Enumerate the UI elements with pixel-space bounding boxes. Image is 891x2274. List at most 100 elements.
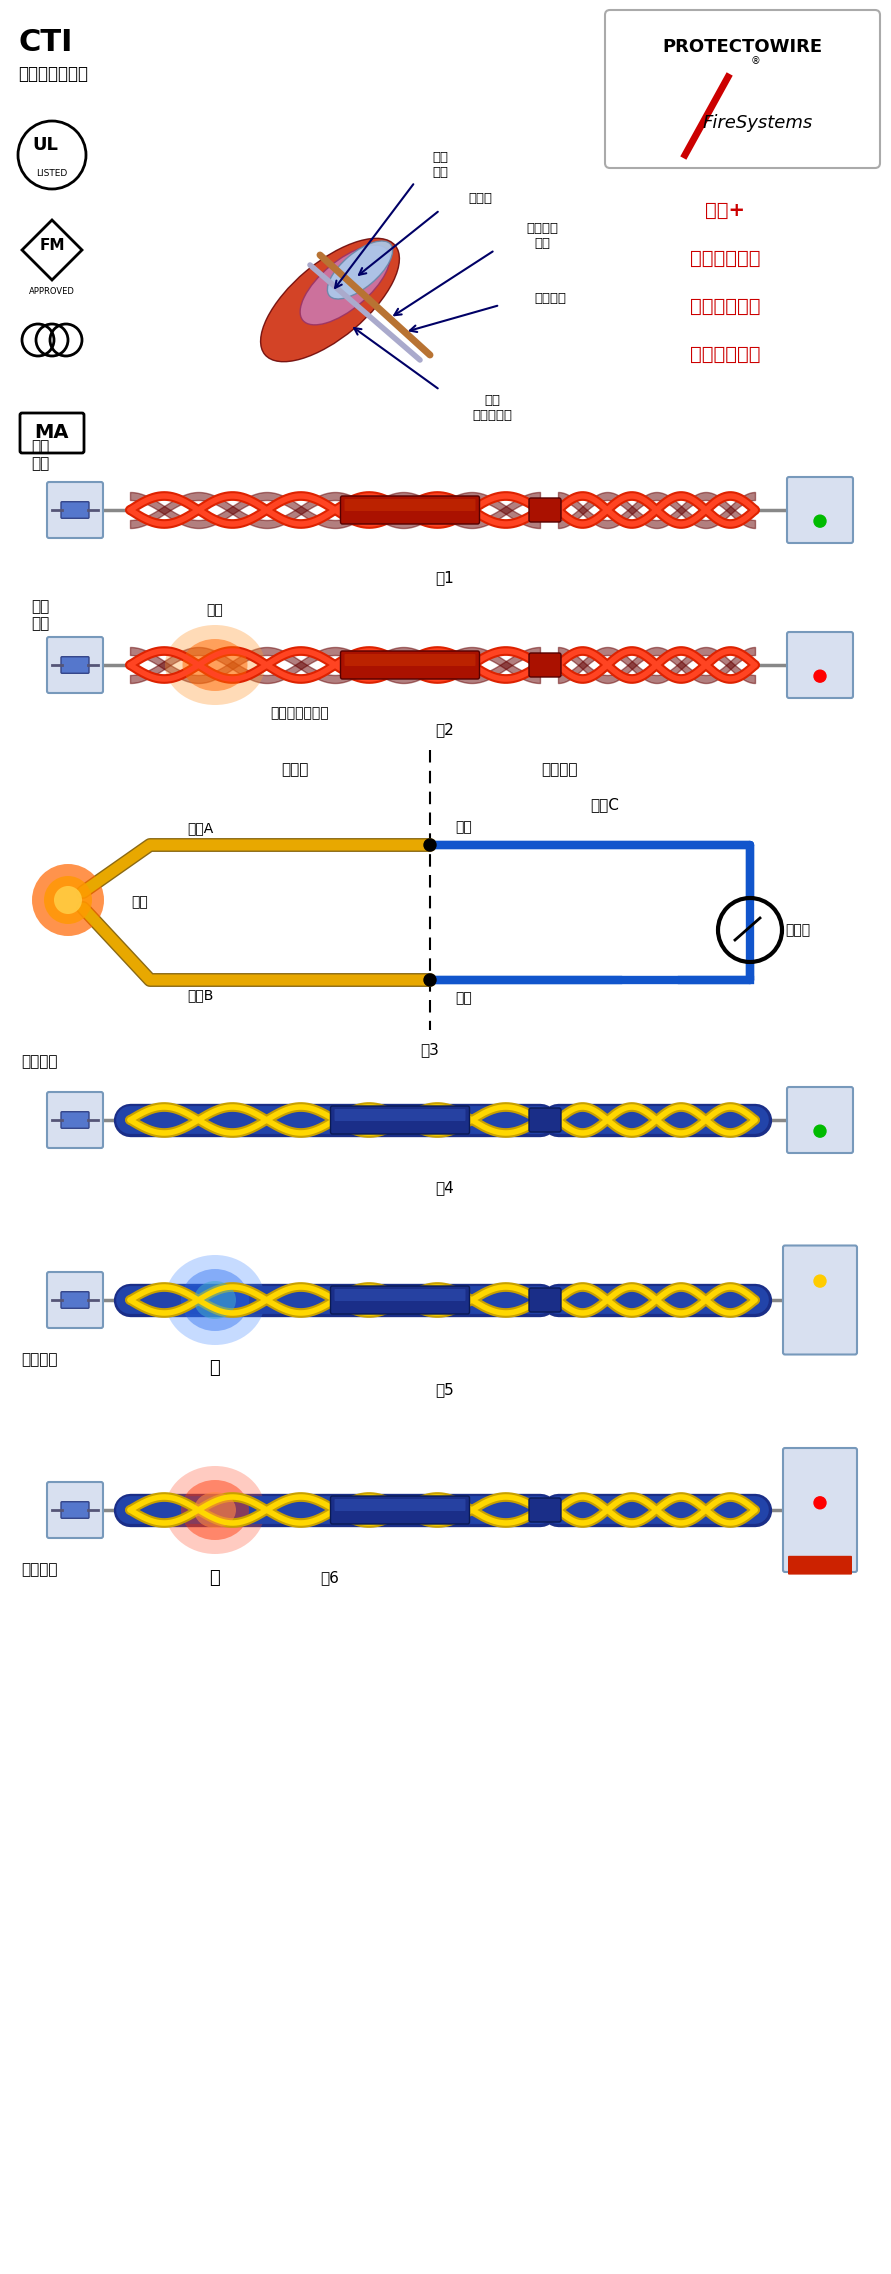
FancyBboxPatch shape bbox=[47, 1092, 103, 1148]
FancyBboxPatch shape bbox=[783, 1449, 857, 1571]
Text: 热: 热 bbox=[209, 1569, 220, 1587]
Text: 探测: 探测 bbox=[812, 1458, 829, 1471]
Text: 测量设备: 测量设备 bbox=[542, 762, 578, 778]
Ellipse shape bbox=[194, 1280, 236, 1319]
Ellipse shape bbox=[165, 1467, 265, 1553]
Text: CTI-280-EPC: CTI-280-EPC bbox=[364, 1505, 436, 1514]
Text: 铜镍合金
导线: 铜镍合金 导线 bbox=[526, 223, 558, 250]
Circle shape bbox=[814, 516, 826, 528]
FancyBboxPatch shape bbox=[47, 1483, 103, 1537]
FancyBboxPatch shape bbox=[529, 1107, 561, 1132]
Text: 终端
电阻: 终端 电阻 bbox=[31, 598, 49, 632]
Text: 报警: 报警 bbox=[811, 1514, 830, 1530]
Text: 热电偶: 热电偶 bbox=[282, 762, 308, 778]
FancyBboxPatch shape bbox=[47, 482, 103, 539]
Text: CTI-280-EPC: CTI-280-EPC bbox=[364, 1294, 436, 1305]
FancyBboxPatch shape bbox=[787, 632, 853, 698]
Text: 温度: 温度 bbox=[812, 1323, 828, 1337]
FancyBboxPatch shape bbox=[20, 414, 84, 453]
Ellipse shape bbox=[194, 1492, 236, 1528]
Text: 图6: 图6 bbox=[321, 1571, 339, 1585]
Text: MA: MA bbox=[35, 423, 69, 443]
Text: 终端电阻: 终端电阻 bbox=[21, 1353, 58, 1367]
Text: 终端电阻: 终端电阻 bbox=[21, 1055, 58, 1069]
FancyBboxPatch shape bbox=[61, 657, 89, 673]
Text: APPROVED: APPROVED bbox=[29, 287, 75, 296]
FancyBboxPatch shape bbox=[345, 498, 476, 512]
Text: PHSC-155-EPC: PHSC-155-EPC bbox=[368, 659, 453, 671]
FancyBboxPatch shape bbox=[787, 1087, 853, 1153]
FancyBboxPatch shape bbox=[61, 1501, 89, 1519]
Circle shape bbox=[814, 1496, 826, 1510]
Text: 模块: 模块 bbox=[812, 1476, 829, 1489]
FancyBboxPatch shape bbox=[331, 1287, 470, 1314]
FancyBboxPatch shape bbox=[529, 653, 561, 678]
Text: 图3: 图3 bbox=[421, 1041, 439, 1057]
Ellipse shape bbox=[54, 887, 82, 914]
Text: 数字+: 数字+ bbox=[705, 200, 745, 221]
Circle shape bbox=[424, 839, 436, 850]
FancyBboxPatch shape bbox=[529, 1287, 561, 1312]
FancyBboxPatch shape bbox=[61, 1292, 89, 1308]
Ellipse shape bbox=[300, 246, 390, 325]
Text: FireSystems: FireSystems bbox=[702, 114, 813, 132]
Ellipse shape bbox=[327, 241, 393, 298]
Text: 覆铜导线: 覆铜导线 bbox=[534, 291, 566, 305]
Text: 探测模块: 探测模块 bbox=[804, 1253, 836, 1267]
Text: 图1: 图1 bbox=[436, 571, 454, 584]
Text: PROTECTOWIRE: PROTECTOWIRE bbox=[662, 39, 822, 57]
Text: 保护层: 保护层 bbox=[468, 191, 492, 205]
Text: 加热: 加热 bbox=[207, 603, 224, 616]
FancyBboxPatch shape bbox=[331, 1496, 470, 1524]
Circle shape bbox=[814, 1126, 826, 1137]
FancyBboxPatch shape bbox=[529, 498, 561, 523]
Text: 外层
护套: 外层 护套 bbox=[432, 150, 448, 180]
Ellipse shape bbox=[165, 1255, 265, 1344]
Text: 电压表: 电压表 bbox=[785, 923, 810, 937]
Text: 热敏
聚合物涂层: 热敏 聚合物涂层 bbox=[472, 393, 512, 423]
Text: 正常: 正常 bbox=[811, 1137, 830, 1151]
FancyBboxPatch shape bbox=[788, 1555, 852, 1574]
FancyBboxPatch shape bbox=[334, 1499, 465, 1510]
Text: 显示报警距离: 显示报警距离 bbox=[690, 343, 760, 364]
Ellipse shape bbox=[165, 625, 265, 705]
Text: 探测: 探测 bbox=[812, 1098, 829, 1114]
FancyBboxPatch shape bbox=[529, 1499, 561, 1521]
Text: CTI: CTI bbox=[18, 27, 72, 57]
FancyBboxPatch shape bbox=[334, 1289, 465, 1301]
Text: 确定温度触发: 确定温度触发 bbox=[690, 248, 760, 268]
FancyBboxPatch shape bbox=[47, 637, 103, 694]
Text: 模块: 模块 bbox=[812, 655, 829, 669]
Text: LISTED: LISTED bbox=[37, 168, 68, 177]
Text: 正常: 正常 bbox=[811, 525, 830, 541]
FancyBboxPatch shape bbox=[47, 1271, 103, 1328]
Text: 温度: 温度 bbox=[812, 1544, 828, 1555]
Text: CTI-280-EPC: CTI-280-EPC bbox=[364, 1114, 436, 1126]
Text: 探测: 探测 bbox=[812, 644, 829, 659]
Text: 缆式感温探测器: 缆式感温探测器 bbox=[18, 66, 88, 82]
Circle shape bbox=[814, 671, 826, 682]
Text: 冷端: 冷端 bbox=[455, 991, 471, 1005]
Ellipse shape bbox=[32, 864, 104, 937]
FancyBboxPatch shape bbox=[605, 9, 880, 168]
Text: 导体A: 导体A bbox=[187, 821, 213, 835]
FancyBboxPatch shape bbox=[340, 650, 479, 680]
Text: ®: ® bbox=[750, 57, 760, 66]
FancyBboxPatch shape bbox=[340, 496, 479, 523]
Text: 短路: 短路 bbox=[811, 1289, 830, 1305]
Text: 探测: 探测 bbox=[812, 489, 829, 503]
Ellipse shape bbox=[44, 875, 92, 923]
Text: 导体B: 导体B bbox=[187, 987, 213, 1003]
FancyBboxPatch shape bbox=[331, 1105, 470, 1135]
Text: 冷: 冷 bbox=[209, 1360, 220, 1378]
Circle shape bbox=[814, 1276, 826, 1287]
Text: 导体C: 导体C bbox=[591, 798, 619, 812]
Ellipse shape bbox=[183, 639, 248, 691]
Ellipse shape bbox=[181, 1269, 249, 1330]
Text: 热端: 热端 bbox=[132, 896, 149, 910]
Text: FM: FM bbox=[39, 236, 65, 252]
Text: 绝缘的热敏元件: 绝缘的热敏元件 bbox=[271, 705, 330, 721]
Text: 图4: 图4 bbox=[436, 1180, 454, 1196]
FancyBboxPatch shape bbox=[61, 1112, 89, 1128]
FancyBboxPatch shape bbox=[783, 1246, 857, 1355]
